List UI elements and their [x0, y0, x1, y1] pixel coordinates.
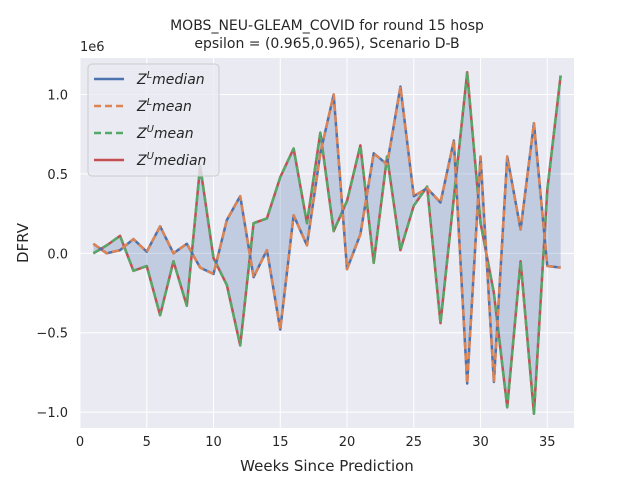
x-tick-label: 0	[76, 435, 84, 450]
x-tick-label: 5	[143, 435, 151, 450]
x-tick-label: 10	[205, 435, 222, 450]
legend-box	[87, 63, 220, 177]
series-line-z-u-mean	[92, 71, 562, 415]
legend-label: ZUmedian	[136, 151, 206, 169]
x-tick-label: 35	[539, 435, 556, 450]
y-multiplier-label: 1e6	[80, 40, 105, 55]
fill-between-area	[93, 72, 561, 414]
x-tick-label: 30	[472, 435, 489, 450]
series-line-z-l-mean	[92, 85, 561, 385]
x-tick-label: 20	[339, 435, 356, 450]
series-lines	[92, 71, 562, 415]
legend-label: ZUmean	[136, 124, 194, 142]
y-tick-label: 0.0	[47, 247, 68, 262]
chart-subtitle: epsilon = (0.965,0.965), Scenario D-B	[194, 36, 459, 52]
x-axis-label: Weeks Since Prediction	[240, 457, 414, 475]
x-tick-label: 25	[406, 435, 423, 450]
y-axis-label: DFRV	[14, 222, 32, 263]
fill-band	[93, 72, 561, 414]
legend-label: ZLmedian	[136, 70, 205, 88]
y-tick-label: −0.5	[36, 327, 68, 342]
legend: ZLmedian ZLmean ZUmean ZUmedian	[87, 63, 220, 177]
y-tick-label: 0.5	[47, 168, 68, 183]
chart-title: MOBS_NEU-GLEAM_COVID for round 15 hosp	[170, 18, 484, 34]
y-tick-label: −1.0	[36, 406, 68, 421]
tick-labels: 0 5 10 15 20 25 30 35 −1.0 −0.5 0.0 0.5 1.0	[36, 89, 555, 450]
y-tick-label: 1.0	[47, 89, 68, 104]
x-tick-label: 15	[272, 435, 289, 450]
legend-label: ZLmean	[136, 97, 192, 115]
